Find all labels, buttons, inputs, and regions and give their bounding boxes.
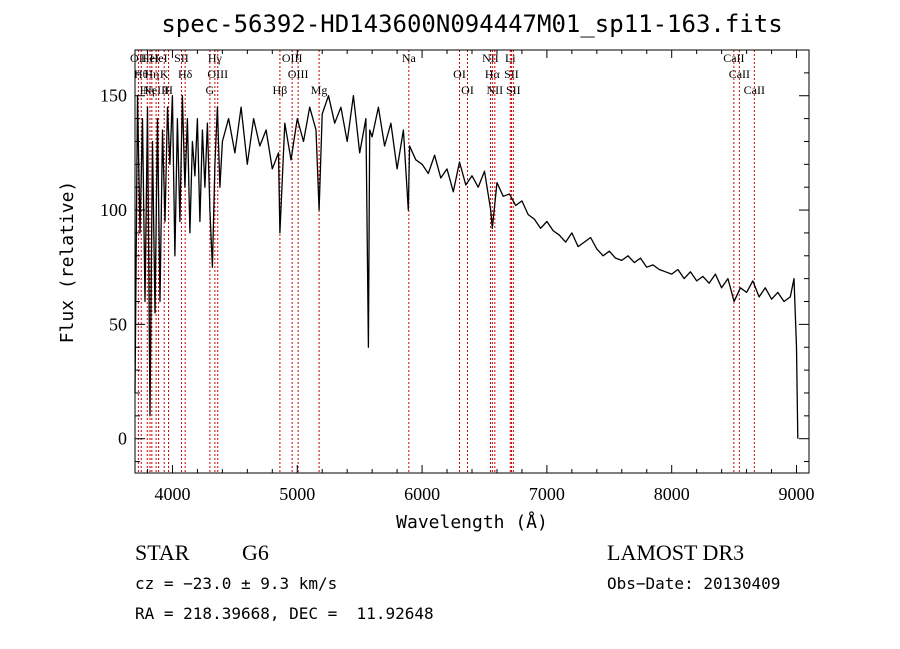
spectral-line-label: OIII (207, 67, 228, 81)
spectral-line-label: SII (504, 67, 519, 81)
object-class: STAR (135, 540, 190, 565)
x-tick-label: 9000 (779, 484, 815, 504)
spectral-line-label: Na (402, 51, 417, 65)
spectral-line-label: OII (130, 51, 147, 65)
survey-name: LAMOST DR3 (607, 540, 745, 565)
y-tick-label: 0 (118, 429, 127, 449)
spectral-line-label: Mg (311, 83, 328, 97)
spectral-line-label: CaII (744, 83, 765, 97)
spectral-line-label: G (206, 83, 215, 97)
spectral-line-label: Hθ (134, 67, 149, 81)
spectral-line-label: CaII (723, 51, 744, 65)
spectral-line-label: H (164, 83, 173, 97)
y-axis: 0 50 100 150 (100, 72, 809, 463)
x-tick-label: 8000 (654, 484, 690, 504)
spectral-line-label: NeIII (143, 83, 169, 97)
spectral-line-label: Hβ (273, 83, 288, 97)
spectral-line-label: OIII (288, 67, 309, 81)
x-tick-label: 5000 (279, 484, 315, 504)
redshift-velocity: cz = −23.0 ± 9.3 km/s (135, 574, 338, 593)
spectral-line-label: NII (487, 83, 504, 97)
spectral-lines-layer: OIIHθHηHeIHηNeIIIHeIKHSIIHδGHγOIIIHβOIII… (130, 50, 765, 473)
sky-coordinates: RA = 218.39668, DEC = 11.92648 (135, 604, 434, 623)
chart-title: spec-56392-HD143600N094447M01_sp11-163.f… (161, 10, 782, 38)
spectral-line-label: HeI (150, 51, 168, 65)
y-tick-label: 50 (109, 314, 127, 334)
spectral-line-label: OI (461, 83, 474, 97)
spectral-line-label: Hη (144, 67, 159, 81)
x-tick-label: 7000 (529, 484, 565, 504)
spectrum-chart: spec-56392-HD143600N094447M01_sp11-163.f… (57, 10, 815, 533)
spectral-line-label: Hγ (208, 51, 223, 65)
spectral-line-label: OIII (282, 51, 303, 65)
spectral-line-label: K (160, 67, 169, 81)
x-axis-label: Wavelength (Å) (396, 511, 548, 533)
y-axis-label: Flux (relative) (57, 181, 78, 344)
spectral-line-label: NII (482, 51, 499, 65)
spectral-line-label: CaII (729, 67, 750, 81)
y-tick-label: 150 (100, 86, 127, 106)
x-tick-label: 4000 (154, 484, 190, 504)
spectral-line-label: Hδ (178, 67, 193, 81)
x-tick-label: 6000 (404, 484, 440, 504)
x-axis: 4000 5000 6000 7000 8000 9000 (146, 50, 815, 504)
spectral-line-label: Hα (485, 67, 501, 81)
observation-date: Obs−Date: 20130409 (607, 574, 781, 593)
object-subclass: G6 (242, 540, 269, 565)
y-tick-label: 100 (100, 200, 127, 220)
flux-series-line (134, 95, 799, 439)
spectral-line-label: HeI (141, 51, 159, 65)
spectral-line-label: OI (453, 67, 466, 81)
plot-frame (134, 49, 810, 474)
spectral-line-label: Hη (140, 83, 155, 97)
spectral-line-label: Li (505, 51, 516, 65)
spectral-line-label: SII (506, 83, 521, 97)
series-layer (134, 95, 799, 439)
spectral-line-label: SII (174, 51, 189, 65)
